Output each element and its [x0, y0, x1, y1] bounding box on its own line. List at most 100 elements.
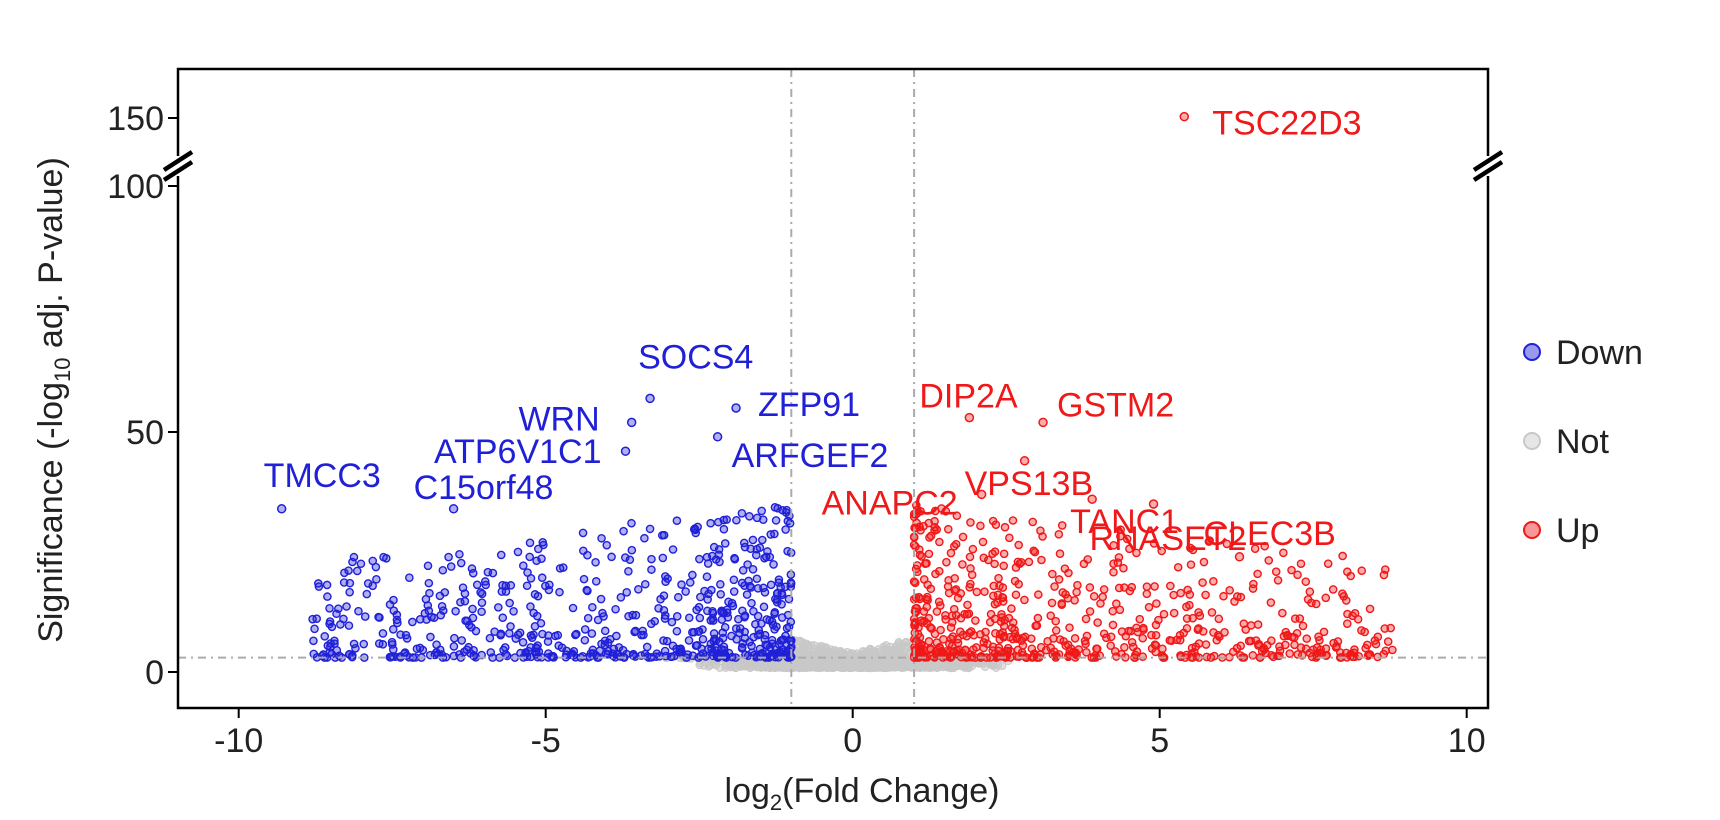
- up-point: [953, 593, 963, 603]
- up-point: [1014, 540, 1023, 550]
- down-point: [702, 572, 712, 581]
- up-point: [1003, 643, 1013, 653]
- down-point: [695, 613, 705, 623]
- down-point: [595, 646, 605, 656]
- up-point: [942, 557, 951, 567]
- up-point: [1207, 608, 1217, 617]
- up-point: [998, 583, 1008, 592]
- up-point: [1093, 618, 1102, 627]
- legend-label-up: Up: [1556, 512, 1599, 550]
- down-point: [704, 589, 713, 599]
- up-point: [1085, 607, 1095, 616]
- up-point: [1346, 571, 1356, 581]
- labeled-point-tanc1: [1087, 494, 1097, 504]
- down-point: [747, 598, 756, 608]
- up-point: [1024, 557, 1034, 567]
- up-point: [996, 617, 1006, 626]
- not-point: [947, 660, 956, 669]
- down-point: [634, 584, 643, 594]
- up-point: [1182, 614, 1192, 623]
- up-point: [1246, 621, 1256, 630]
- down-point: [596, 594, 606, 604]
- gene-label-socs4: SOCS4: [638, 338, 753, 376]
- up-point: [955, 627, 965, 636]
- y-tick-label: 50: [126, 414, 164, 452]
- up-point: [924, 549, 934, 559]
- down-point: [571, 630, 580, 640]
- up-point: [990, 559, 999, 569]
- up-point: [1266, 598, 1276, 607]
- up-point: [1120, 642, 1129, 652]
- down-point: [728, 601, 738, 611]
- up-point: [1152, 599, 1161, 608]
- down-point: [522, 581, 532, 591]
- up-point: [924, 637, 934, 646]
- up-point: [988, 549, 997, 558]
- down-point: [496, 550, 506, 560]
- up-point: [925, 533, 934, 542]
- up-point: [930, 522, 940, 532]
- up-point: [1147, 644, 1157, 653]
- down-point: [518, 638, 528, 647]
- labeled-point-dip2a: [964, 412, 975, 423]
- up-point: [1185, 590, 1195, 599]
- up-point: [1158, 644, 1167, 654]
- down-point: [654, 604, 663, 613]
- gene-label-wrn: WRN: [518, 400, 599, 438]
- up-point: [1037, 555, 1046, 565]
- up-point: [926, 645, 936, 654]
- up-point: [1081, 614, 1091, 624]
- up-point: [1109, 567, 1118, 577]
- up-point: [951, 585, 961, 594]
- down-point: [702, 552, 712, 562]
- up-point: [1185, 600, 1194, 610]
- down-point: [471, 626, 481, 636]
- up-point: [1120, 583, 1129, 592]
- up-point: [1183, 585, 1192, 595]
- down-point: [689, 627, 699, 637]
- up-point: [1144, 602, 1154, 612]
- down-point: [688, 570, 697, 580]
- up-point: [1182, 623, 1192, 633]
- up-point: [1108, 620, 1118, 630]
- down-point: [382, 553, 391, 563]
- not-point: [814, 646, 823, 655]
- down-point: [451, 606, 460, 616]
- up-point: [1195, 611, 1205, 620]
- down-point: [529, 630, 538, 640]
- up-point: [1054, 530, 1064, 539]
- labeled-point-tsc22d3: [1179, 111, 1190, 122]
- down-point: [509, 607, 518, 616]
- up-point: [1132, 623, 1141, 633]
- not-point: [938, 660, 947, 669]
- up-point: [1149, 539, 1159, 548]
- down-point: [360, 612, 370, 621]
- down-point: [591, 557, 600, 567]
- down-point: [490, 627, 499, 636]
- up-point: [1010, 629, 1020, 639]
- down-point: [352, 566, 362, 576]
- down-point: [751, 550, 761, 560]
- down-point: [385, 600, 395, 609]
- down-point: [325, 604, 334, 613]
- up-point: [954, 645, 964, 654]
- down-point: [374, 639, 384, 648]
- down-point: [464, 620, 474, 630]
- up-point: [1138, 633, 1148, 643]
- up-point: [910, 620, 919, 630]
- threshold-lines: [178, 69, 1488, 708]
- gene-label-anapc2: ANAPC2: [822, 484, 958, 522]
- down-point: [568, 603, 578, 613]
- up-point: [1260, 541, 1270, 551]
- down-point: [698, 625, 707, 634]
- up-point: [1028, 517, 1038, 527]
- up-point: [935, 537, 944, 547]
- up-point: [997, 609, 1006, 619]
- up-point: [967, 570, 977, 580]
- up-point: [919, 521, 928, 531]
- down-point: [760, 588, 770, 597]
- up-point: [1031, 621, 1040, 631]
- down-point: [344, 621, 354, 630]
- down-point: [586, 649, 596, 658]
